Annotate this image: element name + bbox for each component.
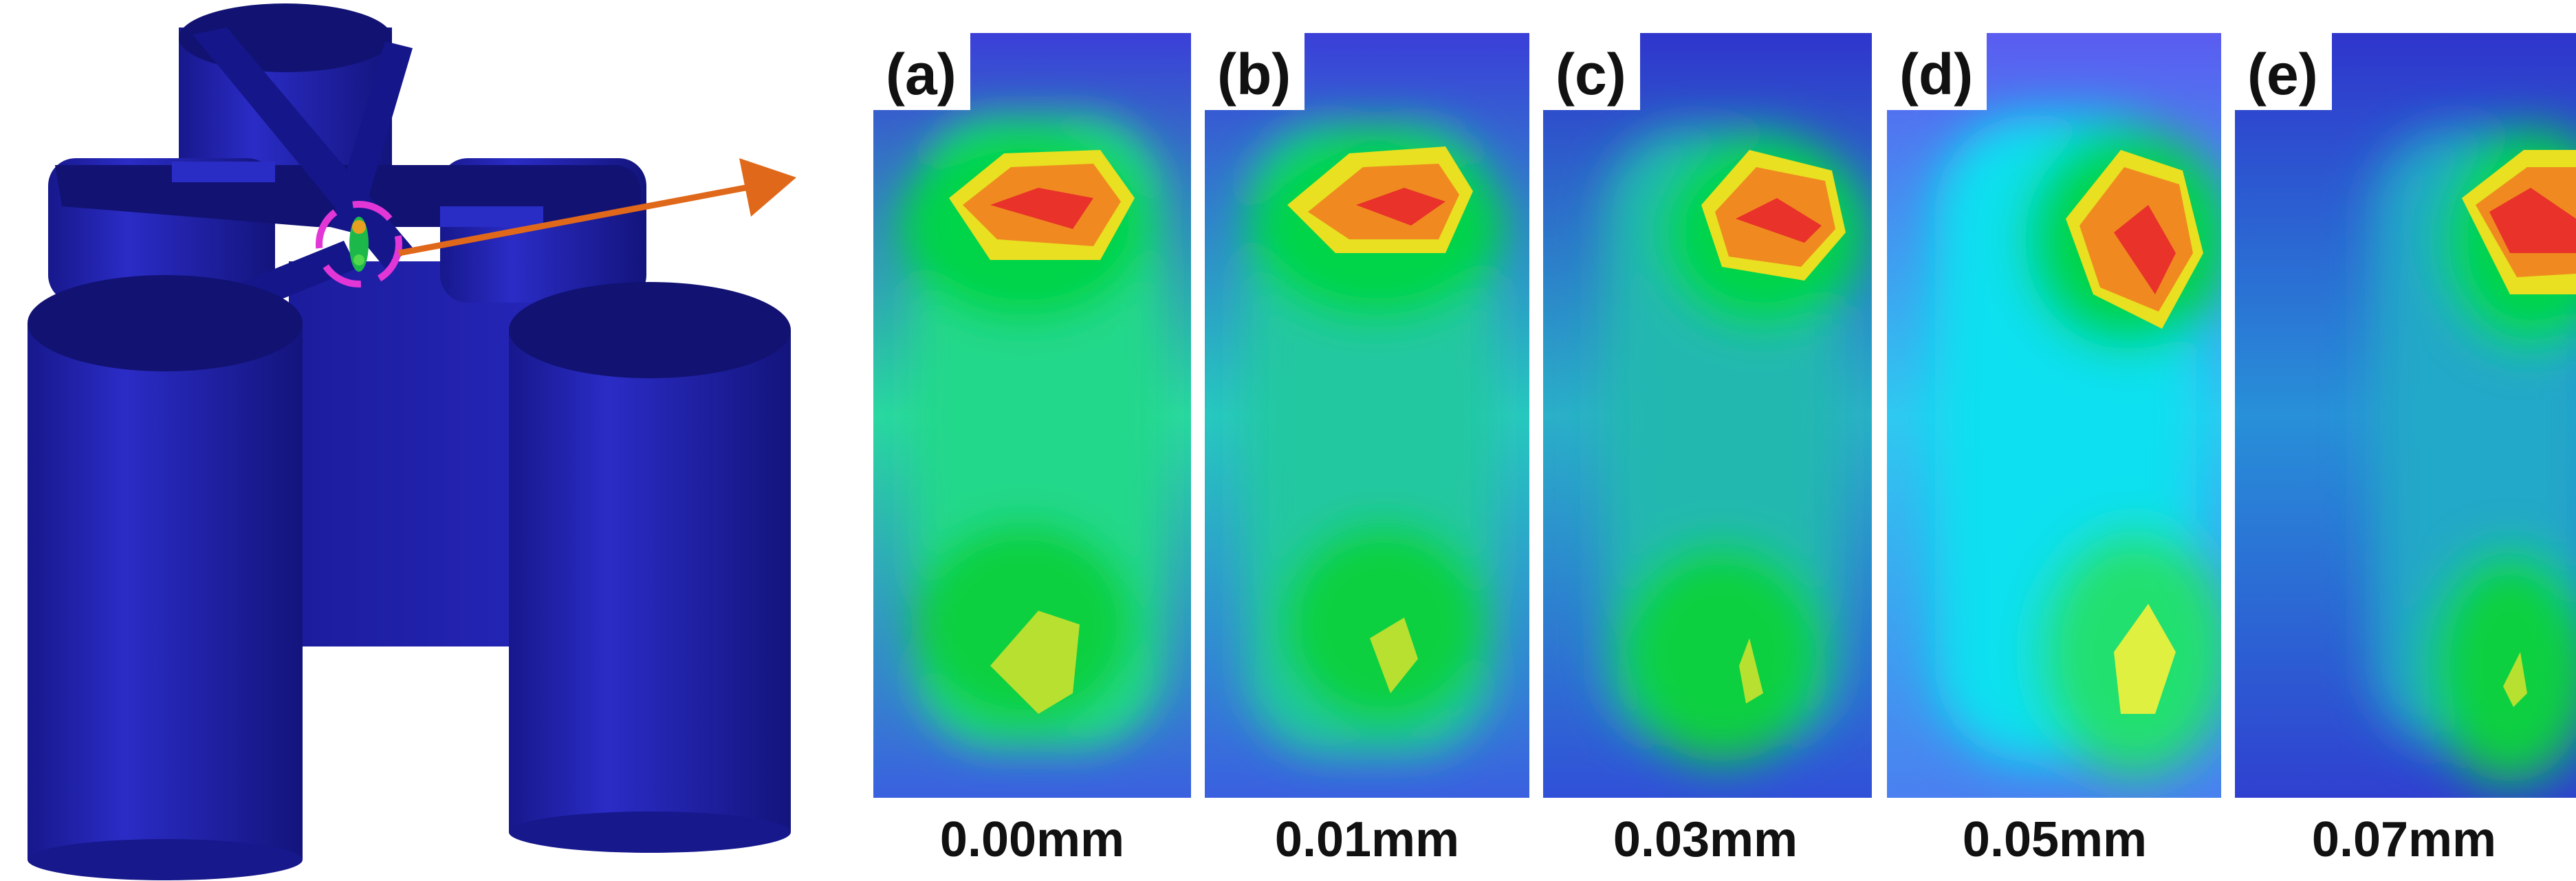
- panel-d: (d): [1887, 33, 2221, 798]
- callout-arrow-head: [739, 158, 796, 217]
- panel-b: (b): [1205, 33, 1529, 798]
- panel-tag-b: (b): [1205, 33, 1305, 110]
- model-front-left-cylinder-top: [28, 275, 303, 371]
- model-hotspot-top: [352, 220, 366, 234]
- hotspot-top-peak: [2114, 205, 2176, 294]
- heatmap-d: [1887, 33, 2221, 798]
- model-hotspot-bottom: [353, 254, 364, 265]
- hotspot-bottom: [2114, 604, 2176, 714]
- callout-arrow-line: [398, 182, 757, 257]
- model-front-right-cylinder-bottom: [509, 812, 791, 853]
- heatmap-a: [873, 33, 1191, 798]
- panel-tag-d: (d): [1887, 33, 1987, 110]
- model-front-right-cylinder-top: [509, 282, 791, 378]
- caption-d: 0.05mm: [1962, 812, 2148, 867]
- hotspot-top-peak: [990, 188, 1093, 229]
- caption-e: 0.07mm: [2311, 812, 2497, 867]
- model-front-right-cylinder: [509, 330, 791, 832]
- caption-c: 0.03mm: [1613, 812, 1798, 867]
- hotspot-bottom: [1739, 638, 1763, 704]
- caption-b: 0.01mm: [1274, 812, 1460, 867]
- callout-circle: [316, 201, 402, 287]
- panel-c: (c): [1543, 33, 1872, 798]
- heatmap-b: [1205, 33, 1529, 798]
- model-front-left-cylinder: [28, 323, 303, 860]
- hotspot-top-peak: [1736, 198, 1822, 243]
- heatmap-c: [1543, 33, 1872, 798]
- model-slot-right: [440, 206, 543, 227]
- caption-a: 0.00mm: [939, 812, 1125, 867]
- model-front-left-cylinder-bottom: [28, 839, 303, 880]
- model-center-block: [289, 261, 550, 646]
- hotspot-top-peak: [1356, 188, 1445, 226]
- panel-a: (a): [873, 33, 1191, 798]
- hotspot-top-peak: [2489, 188, 2576, 253]
- panel-e: (e): [2235, 33, 2576, 798]
- model-strut: [330, 41, 413, 234]
- model-slot-left: [172, 162, 275, 182]
- hotspot-bottom: [2503, 652, 2527, 707]
- hotspot-bottom: [1370, 618, 1418, 693]
- panel-tag-c: (c): [1543, 33, 1640, 110]
- panel-tag-e: (e): [2235, 33, 2332, 110]
- hotspot-bottom: [990, 611, 1080, 714]
- panel-tag-a: (a): [873, 33, 970, 110]
- heatmap-e: [2235, 33, 2576, 798]
- 3d-model-illustration: [28, 3, 796, 880]
